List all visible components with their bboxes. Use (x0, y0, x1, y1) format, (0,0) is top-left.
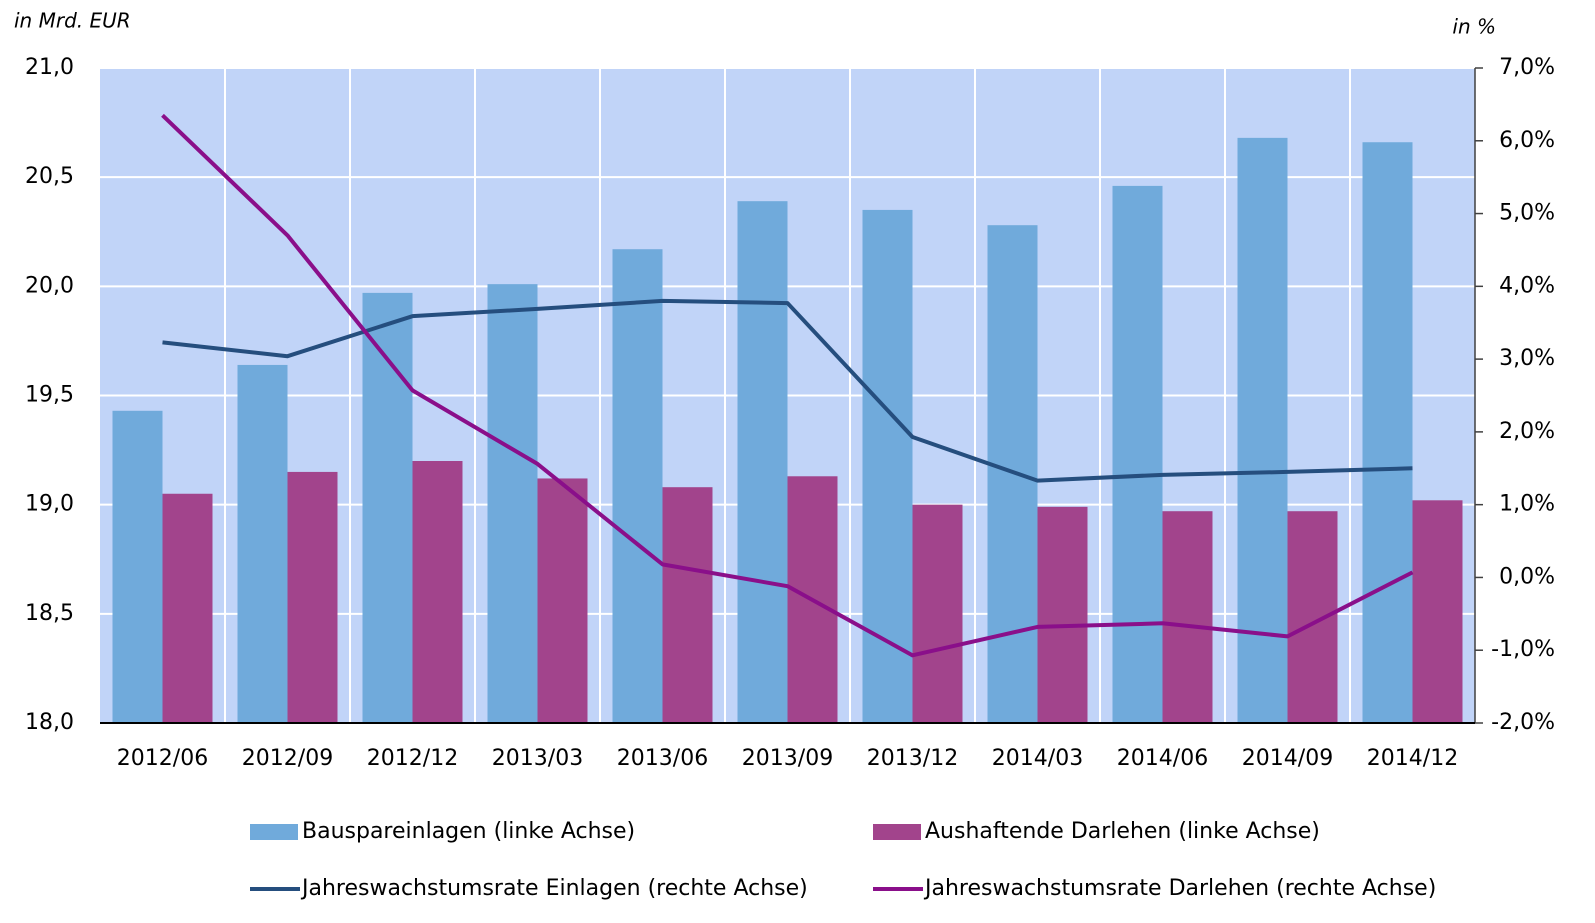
bar (662, 487, 713, 723)
bar (1287, 511, 1338, 723)
legend-swatch (873, 824, 921, 840)
y-tick-label: 21,0 (25, 55, 74, 80)
bar (112, 410, 163, 723)
bar (1112, 185, 1163, 723)
y-axis-label: in Mrd. EUR (14, 9, 131, 33)
y2-tick-label: 5,0% (1499, 201, 1555, 226)
y2-tick-label: 2,0% (1499, 419, 1555, 444)
bar (287, 471, 338, 723)
bar (537, 478, 588, 723)
y-tick-label: 20,0 (25, 273, 74, 298)
x-tick-label: 2012/09 (242, 746, 333, 771)
x-tick-label: 2012/06 (117, 746, 208, 771)
x-tick-label: 2013/03 (492, 746, 583, 771)
bar (1237, 137, 1288, 723)
x-tick-label: 2013/12 (867, 746, 958, 771)
y2-tick-label: 1,0% (1499, 492, 1555, 517)
legend-swatch (250, 824, 298, 840)
y-tick-label: 18,5 (25, 601, 74, 626)
y-tick-label: 18,0 (25, 710, 74, 735)
bar (362, 292, 413, 723)
y2-tick-label: -2,0% (1491, 710, 1555, 735)
bar (1162, 511, 1213, 723)
legend-label: Bauspareinlagen (linke Achse) (302, 819, 635, 844)
legend-label: Aushaftende Darlehen (linke Achse) (925, 819, 1320, 844)
y-tick-label: 19,0 (25, 492, 74, 517)
y2-tick-label: 0,0% (1499, 564, 1555, 589)
y-tick-label: 19,5 (25, 383, 74, 408)
bar (1362, 142, 1413, 723)
bar (412, 461, 463, 723)
bar (987, 225, 1038, 723)
bar (237, 364, 288, 723)
x-tick-label: 2013/06 (617, 746, 708, 771)
x-tick-label: 2014/12 (1367, 746, 1458, 771)
bar (162, 493, 213, 723)
bar (487, 284, 538, 723)
y2-axis-label: in % (1452, 15, 1496, 39)
y-tick-label: 20,5 (25, 164, 74, 189)
y2-tick-label: -1,0% (1491, 637, 1555, 662)
x-tick-label: 2014/09 (1242, 746, 1333, 771)
y2-tick-label: 7,0% (1499, 55, 1555, 80)
bar (912, 504, 963, 723)
line-series (162, 298, 1413, 483)
legend-label: Jahreswachstumsrate Einlagen (rechte Ach… (300, 876, 808, 901)
line-series (161, 113, 1414, 658)
x-tick-label: 2012/12 (367, 746, 458, 771)
x-tick-label: 2014/03 (992, 746, 1083, 771)
bar (1037, 506, 1088, 723)
bar (862, 209, 913, 723)
x-tick-label: 2013/09 (742, 746, 833, 771)
legend-label: Jahreswachstumsrate Darlehen (rechte Ach… (923, 876, 1436, 901)
y2-tick-label: 4,0% (1499, 273, 1555, 298)
bar (1412, 500, 1463, 723)
y2-tick-label: 3,0% (1499, 346, 1555, 371)
x-tick-label: 2014/06 (1117, 746, 1208, 771)
bar (737, 201, 788, 723)
bar (612, 249, 663, 723)
y2-tick-label: 6,0% (1499, 128, 1555, 153)
